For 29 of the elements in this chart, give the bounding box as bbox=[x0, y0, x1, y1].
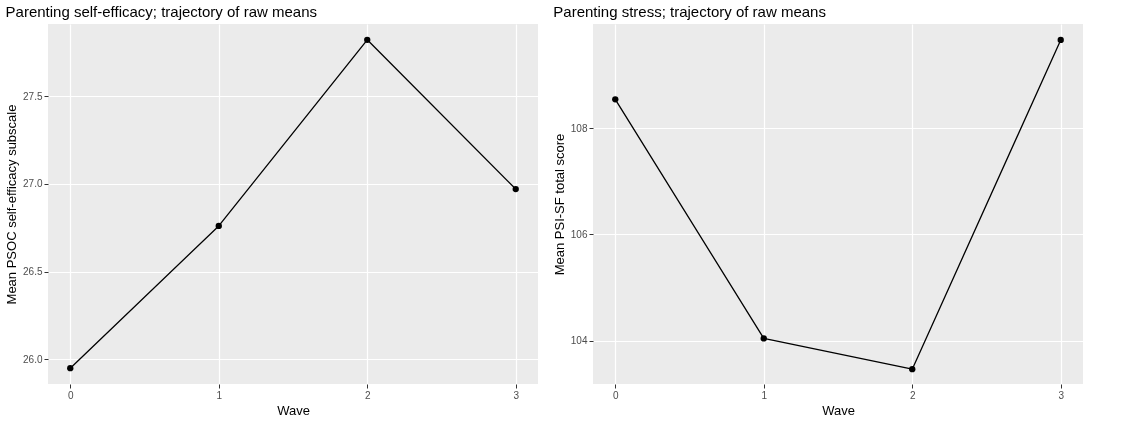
point bbox=[215, 222, 222, 230]
y-tick-label: 27.5 bbox=[23, 90, 43, 102]
x-axis-title: Wave bbox=[277, 402, 310, 418]
x-tick-label: 0 bbox=[67, 389, 74, 401]
point bbox=[512, 185, 519, 193]
point bbox=[909, 366, 916, 373]
y-tick-label: 26.5 bbox=[23, 266, 43, 278]
point bbox=[67, 365, 74, 372]
x-tick-label: 1 bbox=[761, 389, 768, 401]
y-tick-label: 104 bbox=[570, 335, 588, 347]
y-tick-label: 106 bbox=[570, 228, 588, 240]
x-tick-label: 2 bbox=[364, 389, 371, 401]
y-axis-title: Mean PSI-SF total score bbox=[551, 133, 567, 276]
y-axis-title: Mean PSOC self-efficacy subscale bbox=[4, 104, 20, 305]
point bbox=[364, 36, 371, 43]
y-tick-label: 108 bbox=[570, 122, 588, 134]
chart-title: Parenting stress; trajectory of raw means bbox=[553, 3, 826, 20]
y-tick-label: 27.0 bbox=[23, 178, 43, 190]
x-tick-label: 0 bbox=[612, 389, 619, 401]
point bbox=[612, 96, 619, 103]
point bbox=[1057, 36, 1064, 44]
x-axis-title: Wave bbox=[822, 402, 855, 418]
x-tick-label: 1 bbox=[216, 389, 223, 401]
y-tick-label: 26.0 bbox=[23, 353, 43, 365]
x-tick-label: 3 bbox=[1058, 389, 1065, 401]
chart-title: Parenting self-efficacy; trajectory of raw means bbox=[5, 3, 318, 20]
point bbox=[760, 335, 767, 342]
x-tick-label: 2 bbox=[909, 389, 916, 401]
x-tick-label: 3 bbox=[513, 389, 520, 401]
